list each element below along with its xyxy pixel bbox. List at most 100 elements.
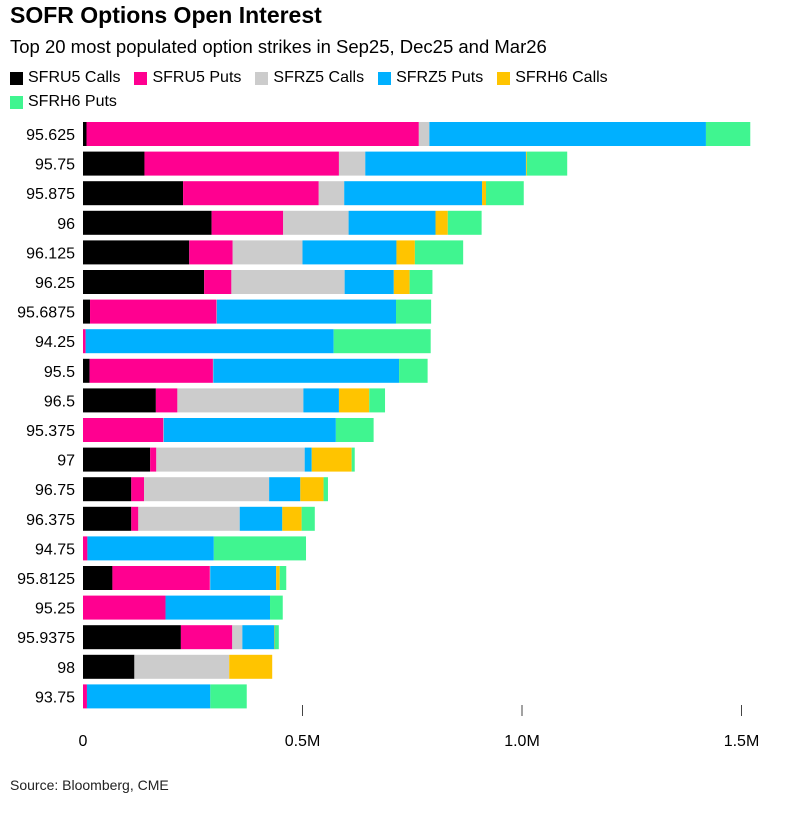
bar-segment	[189, 240, 233, 265]
bar-segment	[209, 566, 211, 590]
bar-segment	[83, 506, 132, 531]
bar-segment	[138, 506, 240, 531]
bar-segment	[83, 151, 145, 176]
bar-segment	[369, 388, 386, 413]
bar-segment	[399, 358, 428, 383]
bar-segment	[414, 240, 464, 265]
bar-segment	[409, 270, 433, 294]
bar-segment	[180, 625, 233, 650]
bar-segment	[318, 181, 345, 206]
x-tick-label: 1.0M	[504, 733, 540, 750]
bar-segment	[239, 506, 283, 531]
legend-swatch	[255, 71, 269, 85]
category-label: 95.625	[26, 127, 75, 144]
category-label: 94.25	[35, 334, 75, 351]
category-label: 97	[57, 453, 75, 470]
legend-swatch	[10, 71, 23, 85]
bar-segment	[83, 418, 164, 442]
bar-segment	[144, 477, 270, 502]
x-tick-label: 1.5M	[724, 733, 760, 750]
bar-segment	[351, 447, 355, 472]
legend: SFRU5 Calls SFRU5 Puts SFRZ5 Calls SFRZ5 Pu…	[10, 68, 710, 112]
bar-segment	[163, 418, 336, 442]
bar-segment	[393, 270, 410, 294]
bar-segment	[232, 625, 243, 650]
bar-segment	[86, 122, 419, 146]
legend-swatch	[378, 71, 392, 85]
bar-segment	[163, 418, 165, 442]
bar-segment	[304, 447, 312, 472]
legend-swatch	[134, 71, 148, 85]
bar-segment	[83, 654, 135, 679]
category-label: 96.75	[35, 482, 75, 499]
bar-segment	[396, 299, 432, 324]
bar-segment	[276, 566, 280, 590]
bar-segment	[83, 181, 184, 206]
bar-segment	[344, 270, 394, 294]
bar-segment	[83, 388, 156, 413]
legend-label: SFRZ5 Puts	[396, 69, 484, 86]
bar-segment	[323, 477, 328, 502]
bar-segment	[213, 536, 307, 561]
bar-segment	[144, 151, 339, 176]
bar-segment	[90, 299, 217, 324]
bar-segment	[302, 240, 397, 265]
bar-segment	[83, 270, 205, 294]
bar-segment	[83, 595, 166, 620]
bar-segment	[213, 358, 400, 383]
legend-item: SFRH6 Calls	[497, 68, 608, 88]
bar-segment	[216, 299, 397, 324]
legend-item: SFRZ5 Calls	[255, 68, 364, 88]
category-label: 95.6875	[17, 305, 75, 322]
bar-segment	[83, 122, 87, 146]
bar-segment	[131, 506, 139, 531]
bar-segment	[83, 625, 181, 650]
category-label: 95.875	[26, 186, 75, 203]
bar-segment	[705, 122, 751, 146]
bar-segment	[83, 210, 212, 235]
bar-segment	[83, 566, 113, 590]
bar-segment	[274, 625, 279, 650]
category-label: 95.75	[35, 157, 75, 174]
bar-segment	[435, 210, 448, 235]
bar-segment	[112, 566, 210, 590]
bar-segment	[83, 447, 151, 472]
bar-segment	[229, 654, 273, 679]
bar-segment	[447, 210, 482, 235]
bar-segment	[303, 388, 339, 413]
bar-segment	[231, 270, 345, 294]
bar-segment	[210, 566, 277, 590]
bar-segment	[344, 181, 483, 206]
bar-segment	[283, 210, 349, 235]
bar-segment	[365, 151, 526, 176]
bar-segment	[85, 329, 334, 354]
legend-item: SFRU5 Calls	[10, 68, 120, 88]
chart-plot: 95.625 95.75 95.875 96 96.125 96.25 95.6875 94.…	[17, 122, 760, 750]
bar-segment	[486, 181, 524, 206]
category-label: 98	[57, 660, 75, 677]
bar-segment	[526, 151, 568, 176]
bar-segment	[300, 477, 324, 502]
category-label: 95.375	[26, 423, 75, 440]
legend-label: SFRH6 Calls	[515, 69, 608, 86]
legend-label: SFRU5 Puts	[152, 69, 242, 86]
category-label: 95.9375	[17, 630, 75, 647]
bar-segment	[525, 151, 527, 176]
bar-segment	[270, 595, 283, 620]
category-label: 96.375	[26, 512, 75, 529]
bar-segment	[155, 388, 178, 413]
legend-label: SFRZ5 Calls	[273, 69, 365, 86]
category-label: 96.125	[26, 245, 75, 262]
category-label: 96	[57, 216, 75, 233]
bar-segment	[482, 181, 487, 206]
source-note: Source: Bloomberg, CME	[10, 777, 169, 793]
bar-segment	[269, 477, 301, 502]
legend-swatch	[10, 95, 23, 109]
bar-segment	[183, 181, 319, 206]
legend-item: SFRU5 Puts	[134, 68, 241, 88]
bar-segment	[274, 625, 276, 650]
x-tick-label: 0.5M	[285, 733, 321, 750]
bar-segment	[131, 477, 145, 502]
bar-segment	[311, 447, 352, 472]
legend-swatch	[497, 71, 511, 85]
